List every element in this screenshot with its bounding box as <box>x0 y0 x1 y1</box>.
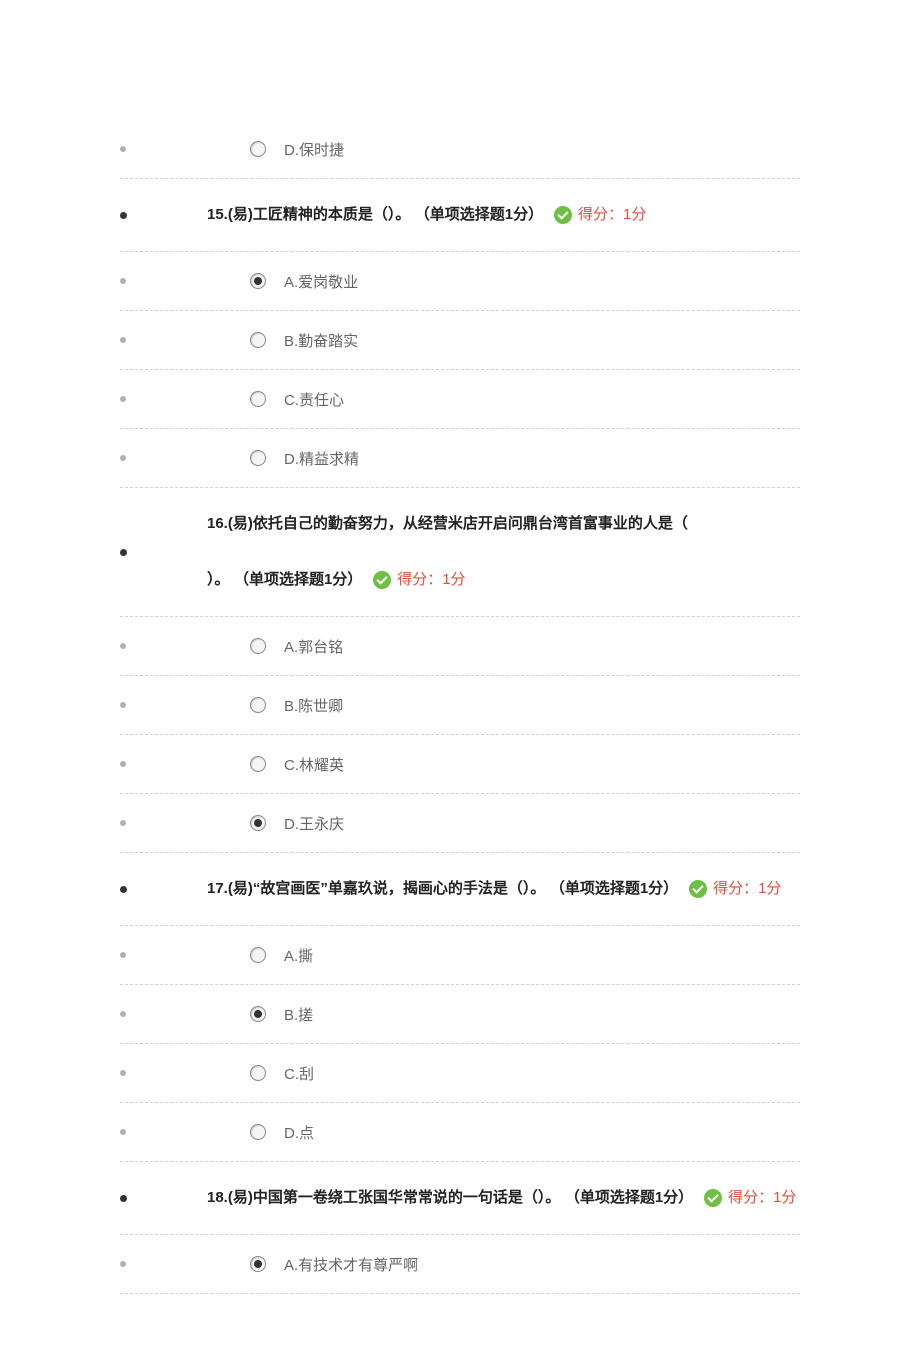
question-header: 17.(易)“故宫画医”单嘉玖说，揭画心的手法是（）。 （单项选择题1分） 得分… <box>207 871 781 907</box>
radio-selected[interactable] <box>250 273 266 289</box>
radio-unselected[interactable] <box>250 947 266 963</box>
option-row: B.勤奋踏实 <box>120 311 800 370</box>
option-label: C.责任心 <box>284 389 344 410</box>
list-bullet <box>120 1129 126 1135</box>
radio-selected[interactable] <box>250 815 266 831</box>
score-label: 得分：1分 <box>728 1189 796 1206</box>
radio-unselected[interactable] <box>250 450 266 466</box>
list-bullet <box>120 455 126 461</box>
option-row: C.刮 <box>120 1044 800 1103</box>
score-label: 得分：1分 <box>713 880 781 897</box>
question-header: 16.(易)依托自己的勤奋努力，从经营米店开启问鼎台湾首富事业的人是（ ）。 （… <box>207 506 800 598</box>
list-bullet <box>120 1070 126 1076</box>
question-type: （单项选择题1分） <box>550 880 678 897</box>
option-row: A.爱岗敬业 <box>120 252 800 311</box>
question-text: 18.(易)中国第一卷绕工张国华常常说的一句话是（）。 <box>207 1189 560 1206</box>
radio-unselected[interactable] <box>250 697 266 713</box>
score-label: 得分：1分 <box>397 571 465 588</box>
radio-selected[interactable] <box>250 1006 266 1022</box>
option-label: D.点 <box>284 1122 314 1143</box>
option-label: A.有技术才有尊严啊 <box>284 1254 418 1275</box>
question-text-line2-wrap: ）。 （单项选择题1分） 得分：1分 <box>207 562 800 598</box>
radio-unselected[interactable] <box>250 141 266 157</box>
list-bullet <box>120 1261 126 1267</box>
list-bullet <box>120 886 127 893</box>
list-bullet <box>120 643 126 649</box>
question-row: 18.(易)中国第一卷绕工张国华常常说的一句话是（）。 （单项选择题1分） 得分… <box>120 1162 800 1235</box>
option-row: C.林耀英 <box>120 735 800 794</box>
radio-unselected[interactable] <box>250 332 266 348</box>
option-label: D.精益求精 <box>284 448 359 469</box>
question-text-line2: ）。 <box>207 571 230 588</box>
check-icon <box>689 880 707 898</box>
option-row: D.点 <box>120 1103 800 1162</box>
option-row: B.搓 <box>120 985 800 1044</box>
option-label: A.爱岗敬业 <box>284 271 358 292</box>
option-label: C.林耀英 <box>284 754 344 775</box>
list-bullet <box>120 702 126 708</box>
check-icon <box>554 206 572 224</box>
question-row: 16.(易)依托自己的勤奋努力，从经营米店开启问鼎台湾首富事业的人是（ ）。 （… <box>120 488 800 617</box>
option-row: A.有技术才有尊严啊 <box>120 1235 800 1294</box>
option-row: A.郭台铭 <box>120 617 800 676</box>
option-label: B.勤奋踏实 <box>284 330 358 351</box>
list-bullet <box>120 761 126 767</box>
option-row: D.王永庆 <box>120 794 800 853</box>
radio-selected[interactable] <box>250 1256 266 1272</box>
option-label: D.保时捷 <box>284 139 344 160</box>
radio-unselected[interactable] <box>250 391 266 407</box>
list-bullet <box>120 396 126 402</box>
check-icon <box>373 571 391 589</box>
score-label: 得分：1分 <box>578 206 646 223</box>
list-bullet <box>120 337 126 343</box>
option-label: B.陈世卿 <box>284 695 343 716</box>
option-row: C.责任心 <box>120 370 800 429</box>
question-type: （单项选择题1分） <box>415 206 543 223</box>
option-row: B.陈世卿 <box>120 676 800 735</box>
quiz-content: D.保时捷 15.(易)工匠精神的本质是（）。 （单项选择题1分） 得分：1分 … <box>0 0 920 1354</box>
option-row: D.精益求精 <box>120 429 800 488</box>
option-label: B.搓 <box>284 1004 313 1025</box>
list-bullet <box>120 146 126 152</box>
radio-unselected[interactable] <box>250 1065 266 1081</box>
radio-unselected[interactable] <box>250 756 266 772</box>
option-row: D.保时捷 <box>120 120 800 179</box>
radio-unselected[interactable] <box>250 638 266 654</box>
question-type: （单项选择题1分） <box>565 1189 693 1206</box>
question-text: 15.(易)工匠精神的本质是（）。 <box>207 206 410 223</box>
option-label: A.撕 <box>284 945 313 966</box>
check-icon <box>704 1189 722 1207</box>
option-label: D.王永庆 <box>284 813 344 834</box>
question-type: （单项选择题1分） <box>234 571 362 588</box>
question-row: 17.(易)“故宫画医”单嘉玖说，揭画心的手法是（）。 （单项选择题1分） 得分… <box>120 853 800 926</box>
radio-unselected[interactable] <box>250 1124 266 1140</box>
list-bullet <box>120 212 127 219</box>
question-header: 18.(易)中国第一卷绕工张国华常常说的一句话是（）。 （单项选择题1分） 得分… <box>207 1180 796 1216</box>
option-label: A.郭台铭 <box>284 636 343 657</box>
option-label: C.刮 <box>284 1063 314 1084</box>
question-text: 17.(易)“故宫画医”单嘉玖说，揭画心的手法是（）。 <box>207 880 545 897</box>
list-bullet <box>120 820 126 826</box>
option-row: A.撕 <box>120 926 800 985</box>
question-text-line1: 16.(易)依托自己的勤奋努力，从经营米店开启问鼎台湾首富事业的人是（ <box>207 515 688 532</box>
question-row: 15.(易)工匠精神的本质是（）。 （单项选择题1分） 得分：1分 <box>120 179 800 252</box>
list-bullet <box>120 1195 127 1202</box>
list-bullet <box>120 549 127 556</box>
list-bullet <box>120 278 126 284</box>
question-header: 15.(易)工匠精神的本质是（）。 （单项选择题1分） 得分：1分 <box>207 197 646 233</box>
list-bullet <box>120 1011 126 1017</box>
list-bullet <box>120 952 126 958</box>
